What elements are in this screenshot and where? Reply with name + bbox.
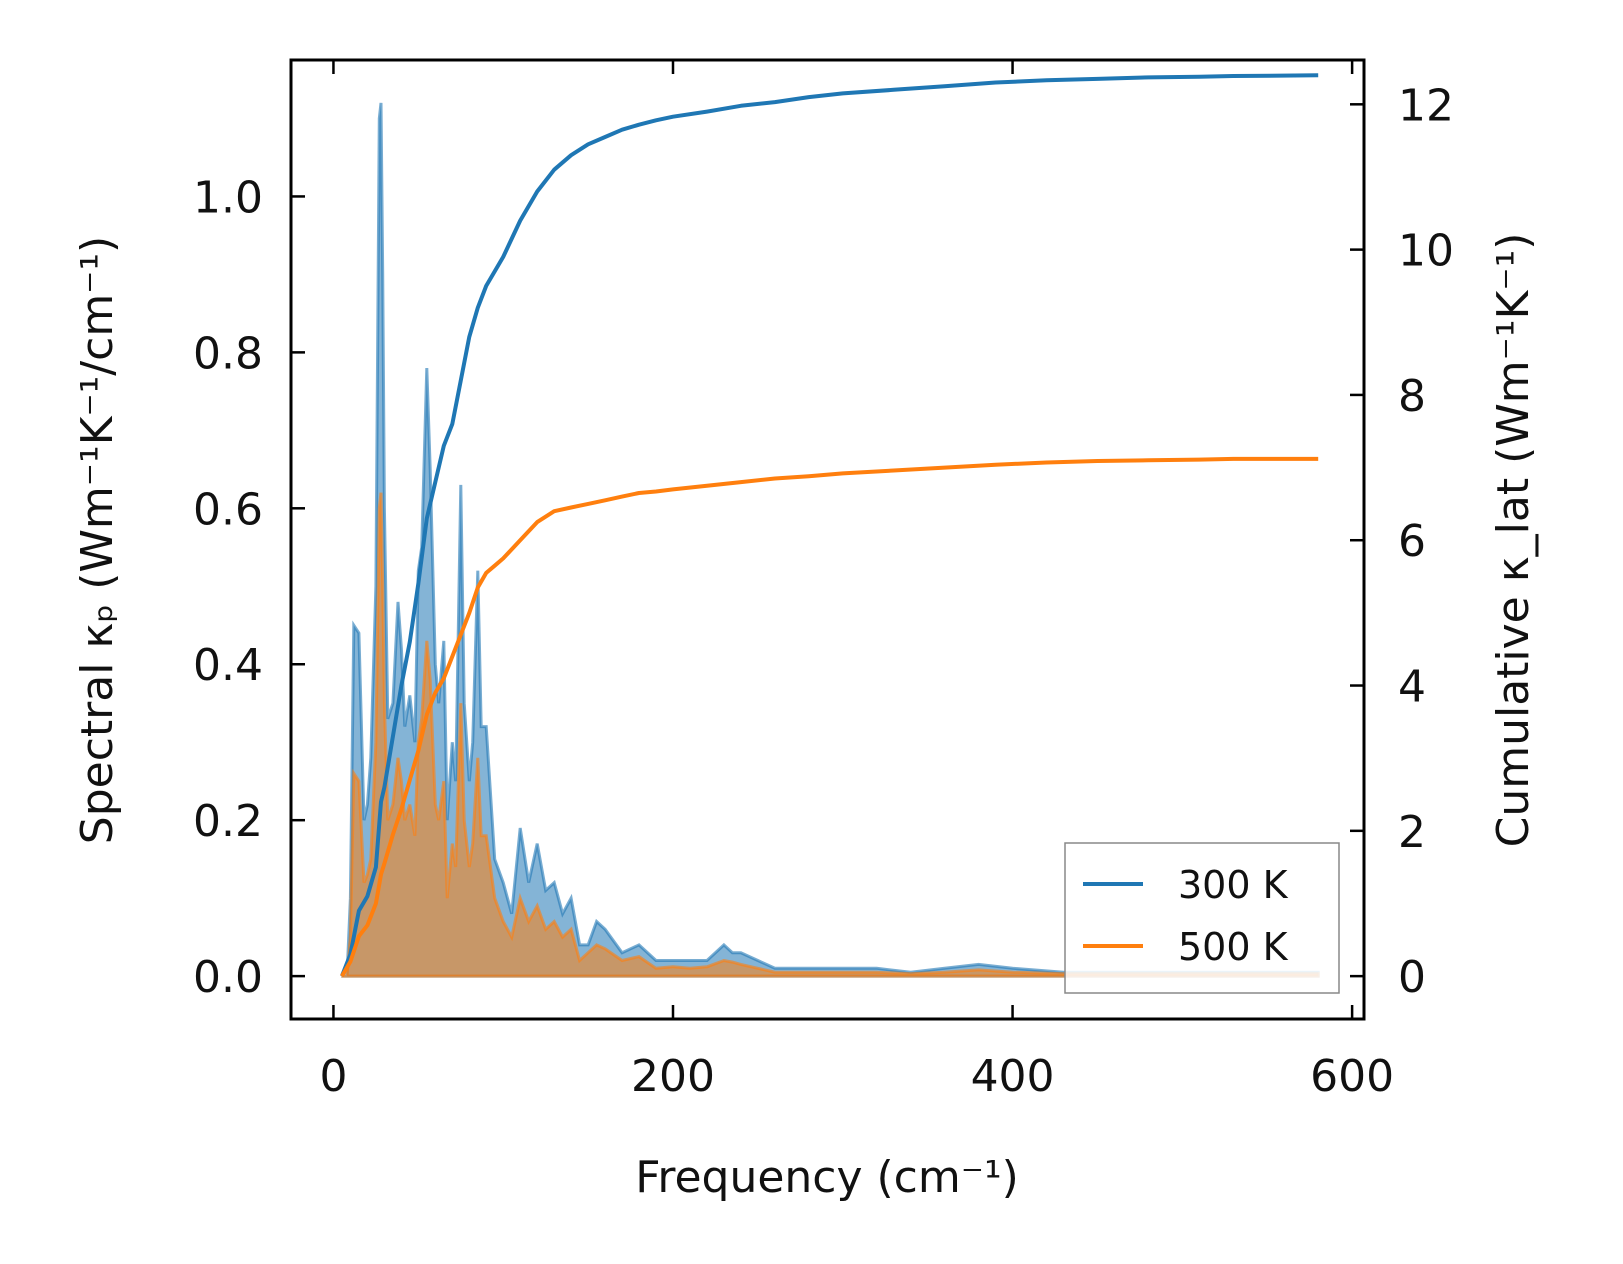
y2-tick-label: 2 (1398, 807, 1426, 858)
cumulative-line-500k (340, 456, 1319, 978)
x-axis-title: Frequency (cm⁻¹) (635, 1152, 1019, 1203)
y2-axis-title: Cumulative κ_lat (Wm⁻¹K⁻¹) (1488, 233, 1539, 848)
axis-ticks (291, 60, 1364, 1019)
y-tick-label: 0.4 (193, 640, 263, 691)
cumulative-line-300k (340, 73, 1319, 977)
y2-tick-label: 4 (1398, 662, 1426, 713)
x-tick-label: 600 (1310, 1051, 1394, 1102)
y-tick-label: 1.0 (193, 172, 263, 223)
legend-label-500k: 500 K (1178, 925, 1289, 969)
tick-labels: 0 200 400 600 0.0 0.2 0.4 0.6 0.8 1.0 0 2 4 6 8 10 12 (193, 80, 1454, 1102)
y-axis-title: Spectral κₚ (Wm⁻¹K⁻¹/cm⁻¹) (72, 236, 123, 844)
x-tick-label: 200 (631, 1051, 715, 1102)
y-tick-label: 0.2 (193, 796, 263, 847)
y-tick-label: 0.6 (193, 484, 263, 535)
x-tick-label: 400 (971, 1051, 1055, 1102)
y-tick-label: 0.8 (193, 328, 263, 379)
y-tick-label: 0.0 (193, 952, 263, 1003)
y2-tick-label: 8 (1398, 371, 1426, 422)
spectral-fill-1 (341, 492, 1320, 978)
y2-tick-label: 0 (1398, 952, 1426, 1003)
legend-label-300k: 300 K (1178, 863, 1289, 907)
y2-tick-label: 6 (1398, 516, 1426, 567)
y2-tick-label: 12 (1398, 80, 1454, 131)
cumulative-lines (340, 73, 1319, 978)
legend: 300 K 500 K (1064, 842, 1340, 994)
spectral-fills (341, 102, 1320, 978)
y2-tick-label: 10 (1398, 226, 1454, 277)
legend-box (1064, 842, 1340, 994)
x-tick-label: 0 (319, 1051, 347, 1102)
